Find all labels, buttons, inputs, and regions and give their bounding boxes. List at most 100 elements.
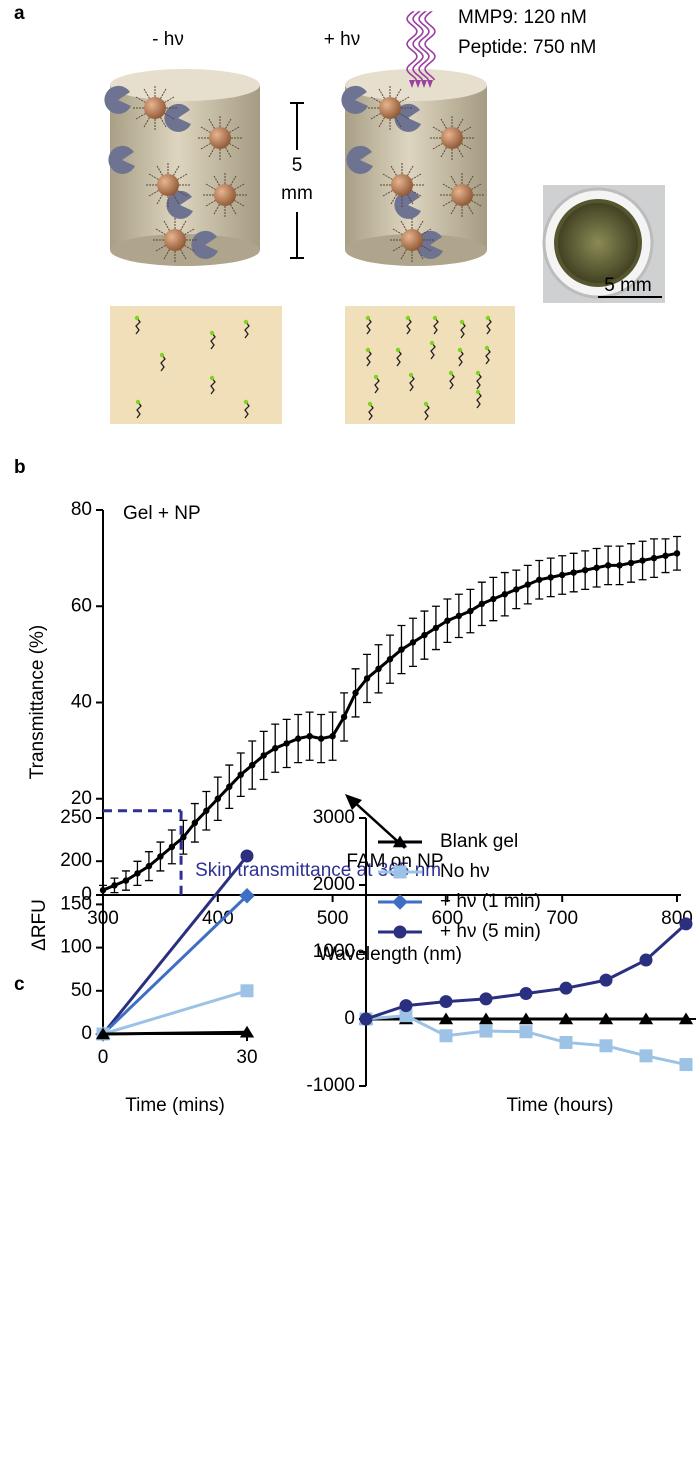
fluorophore bbox=[459, 319, 465, 325]
y-tick-label: 3000 bbox=[313, 807, 355, 828]
ligand bbox=[440, 118, 447, 129]
fluorophore bbox=[243, 319, 249, 325]
ligand bbox=[163, 220, 170, 231]
ligand bbox=[421, 228, 432, 235]
light-waves bbox=[406, 11, 436, 88]
peptide bbox=[160, 354, 166, 372]
concentration-label: MMP9: 120 nM bbox=[458, 7, 587, 28]
marker bbox=[547, 574, 554, 581]
marker bbox=[399, 999, 413, 1013]
peptide bbox=[476, 391, 482, 409]
marker bbox=[240, 984, 254, 998]
ligand bbox=[155, 245, 166, 252]
fluorophore bbox=[209, 375, 215, 381]
fluorophore bbox=[408, 372, 414, 378]
fluorophore bbox=[365, 347, 371, 353]
marker bbox=[518, 1012, 534, 1025]
scale-bar bbox=[290, 102, 304, 259]
x-tick-label: 600 bbox=[432, 908, 464, 929]
marker bbox=[444, 617, 451, 624]
marker bbox=[180, 834, 187, 841]
ligand bbox=[399, 96, 410, 103]
marker bbox=[432, 624, 440, 632]
marker bbox=[478, 600, 486, 608]
ligand bbox=[450, 204, 457, 215]
nanoparticle bbox=[144, 97, 166, 119]
marker bbox=[283, 740, 290, 747]
ligand bbox=[164, 96, 175, 103]
light-wave bbox=[424, 11, 436, 81]
y-tick-label: 60 bbox=[71, 595, 92, 616]
ligand bbox=[421, 245, 432, 252]
marker bbox=[513, 586, 520, 593]
ligand bbox=[180, 249, 187, 260]
ligand bbox=[156, 165, 163, 176]
marker bbox=[639, 557, 646, 564]
fluorophore bbox=[423, 401, 429, 407]
fluorophore bbox=[429, 340, 435, 346]
ligand bbox=[173, 165, 180, 176]
y-tick-label: 250 bbox=[60, 807, 92, 828]
marker bbox=[240, 849, 254, 863]
protease bbox=[346, 145, 373, 174]
x-tick-label: 400 bbox=[202, 908, 234, 929]
series-line bbox=[102, 989, 248, 1036]
light-arrow bbox=[409, 80, 415, 88]
peptide bbox=[210, 332, 216, 350]
protease bbox=[104, 85, 131, 114]
series-line bbox=[101, 855, 249, 1035]
marker bbox=[260, 752, 267, 759]
ligand bbox=[390, 165, 397, 176]
ligand bbox=[163, 249, 170, 260]
ligand bbox=[378, 88, 385, 99]
peptide bbox=[135, 317, 141, 335]
released-peptides bbox=[134, 315, 492, 421]
nanoparticle bbox=[164, 229, 186, 251]
gel-photo bbox=[542, 185, 665, 303]
fluorophore bbox=[395, 347, 401, 353]
peptide bbox=[409, 374, 415, 392]
ligand bbox=[411, 173, 422, 180]
marker bbox=[111, 882, 118, 889]
ligand bbox=[461, 126, 472, 133]
peptide bbox=[485, 347, 491, 365]
marker bbox=[352, 689, 359, 697]
marker bbox=[439, 1029, 453, 1043]
protease bbox=[164, 103, 191, 132]
y-tick-label: 0 bbox=[344, 1008, 355, 1029]
fluorophore bbox=[159, 352, 165, 358]
fluorophore bbox=[135, 399, 141, 405]
marker bbox=[455, 612, 463, 620]
condition-label: - hν bbox=[152, 29, 184, 50]
ligand bbox=[230, 175, 237, 186]
marker bbox=[294, 735, 302, 742]
ligand bbox=[156, 194, 163, 205]
ligand bbox=[442, 183, 453, 190]
ligand bbox=[160, 117, 167, 128]
marker bbox=[524, 581, 531, 588]
marker bbox=[399, 1009, 413, 1023]
peptide bbox=[366, 317, 372, 335]
panel-label: a bbox=[14, 3, 25, 24]
marker bbox=[639, 1049, 653, 1063]
ligand bbox=[234, 183, 245, 190]
peptide bbox=[406, 317, 412, 335]
marker bbox=[122, 877, 130, 884]
peptide bbox=[244, 401, 250, 419]
series-line bbox=[102, 551, 678, 892]
panel-a: a - hν + hν MMP9: 120 nM Peptide: 750 nM… bbox=[14, 3, 665, 424]
ligand bbox=[205, 200, 216, 207]
arrow bbox=[351, 799, 406, 849]
protease bbox=[191, 230, 218, 259]
marker bbox=[558, 1012, 574, 1025]
ligand bbox=[370, 113, 381, 120]
peptide bbox=[458, 349, 464, 367]
marker bbox=[191, 819, 199, 827]
y-tick-label: 40 bbox=[71, 692, 92, 713]
marker bbox=[363, 675, 371, 682]
marker bbox=[627, 559, 635, 567]
legend-marker bbox=[393, 865, 407, 879]
y-tick-label: 50 bbox=[71, 980, 92, 1001]
panel-label: b bbox=[14, 457, 26, 478]
nanoparticle bbox=[209, 127, 231, 149]
